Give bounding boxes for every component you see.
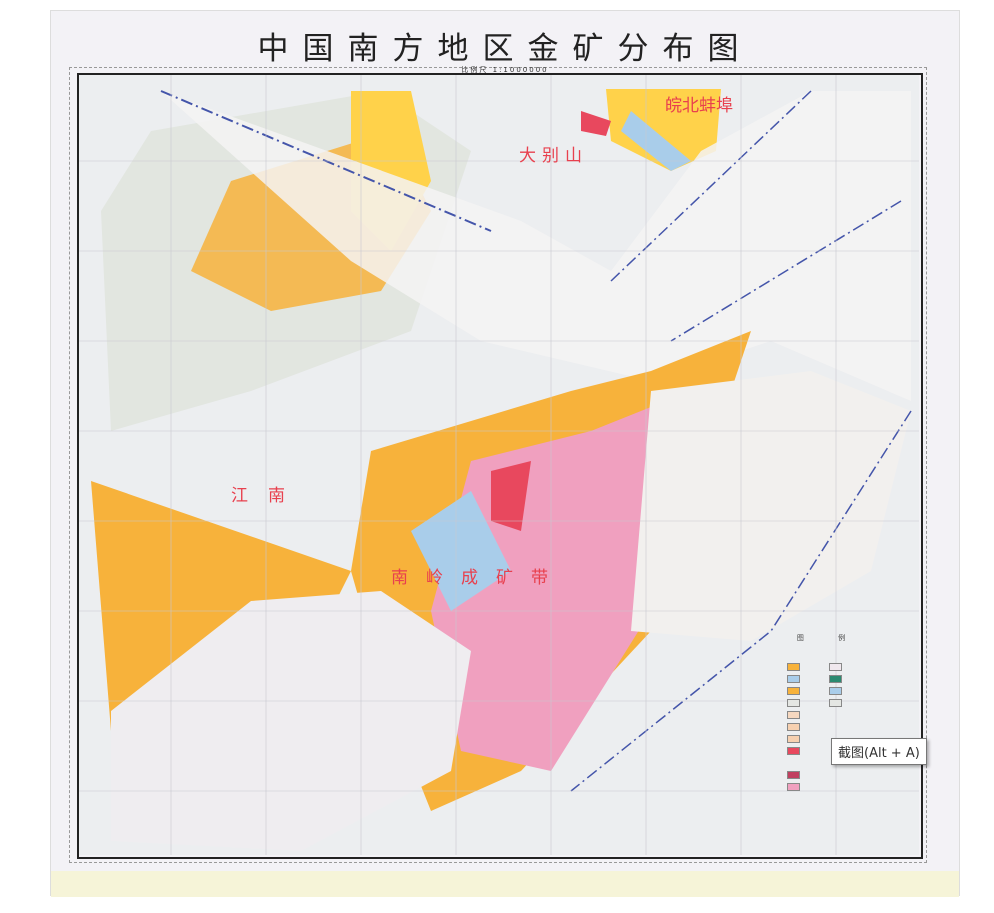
label-jiangnan: 江南 [231, 486, 305, 506]
geology-map [79, 75, 919, 855]
inner-frame [77, 73, 923, 859]
boundary-line [570, 90, 912, 792]
legend-swatch [787, 747, 800, 755]
legend-swatch [787, 687, 800, 695]
legend-swatch [829, 675, 842, 683]
map-scale: 比例尺 1:1000000 [461, 66, 549, 74]
label-dabie: 大别山 [519, 146, 588, 166]
region-southwest [111, 591, 471, 851]
legend-swatch [787, 711, 800, 719]
legend-swatch [829, 687, 842, 695]
region-dabie [161, 91, 911, 401]
region-blue-north [621, 111, 691, 171]
grid-lines [79, 75, 919, 855]
label-bengbu: 皖北蚌埠 [665, 96, 733, 116]
outer-frame [69, 67, 927, 863]
legend: 图 例 [779, 633, 879, 803]
legend-swatch [787, 699, 800, 707]
screenshot-tooltip: 截图(Alt + A) [831, 738, 927, 765]
legend-swatch [787, 771, 800, 779]
legend-swatch [787, 675, 800, 683]
region-southeast [631, 371, 911, 641]
map-sheet: 中国南方地区金矿分布图 比例尺 1:1000000 皖北蚌埠 大别山 江南 南岭… [50, 10, 960, 897]
legend-swatch [787, 723, 800, 731]
region-bengbu [606, 89, 721, 171]
bottom-strip [51, 871, 959, 897]
legend-swatch [787, 663, 800, 671]
legend-swatch [829, 663, 842, 671]
legend-swatch [787, 735, 800, 743]
label-nanling: 南岭成矿带 [391, 568, 566, 588]
map-title: 中国南方地区金矿分布图 [257, 31, 753, 67]
legend-swatch [829, 699, 842, 707]
legend-swatch [787, 783, 800, 791]
region-red-south [491, 461, 531, 531]
region-red-north [581, 111, 611, 136]
legend-title: 图 例 [796, 634, 862, 642]
